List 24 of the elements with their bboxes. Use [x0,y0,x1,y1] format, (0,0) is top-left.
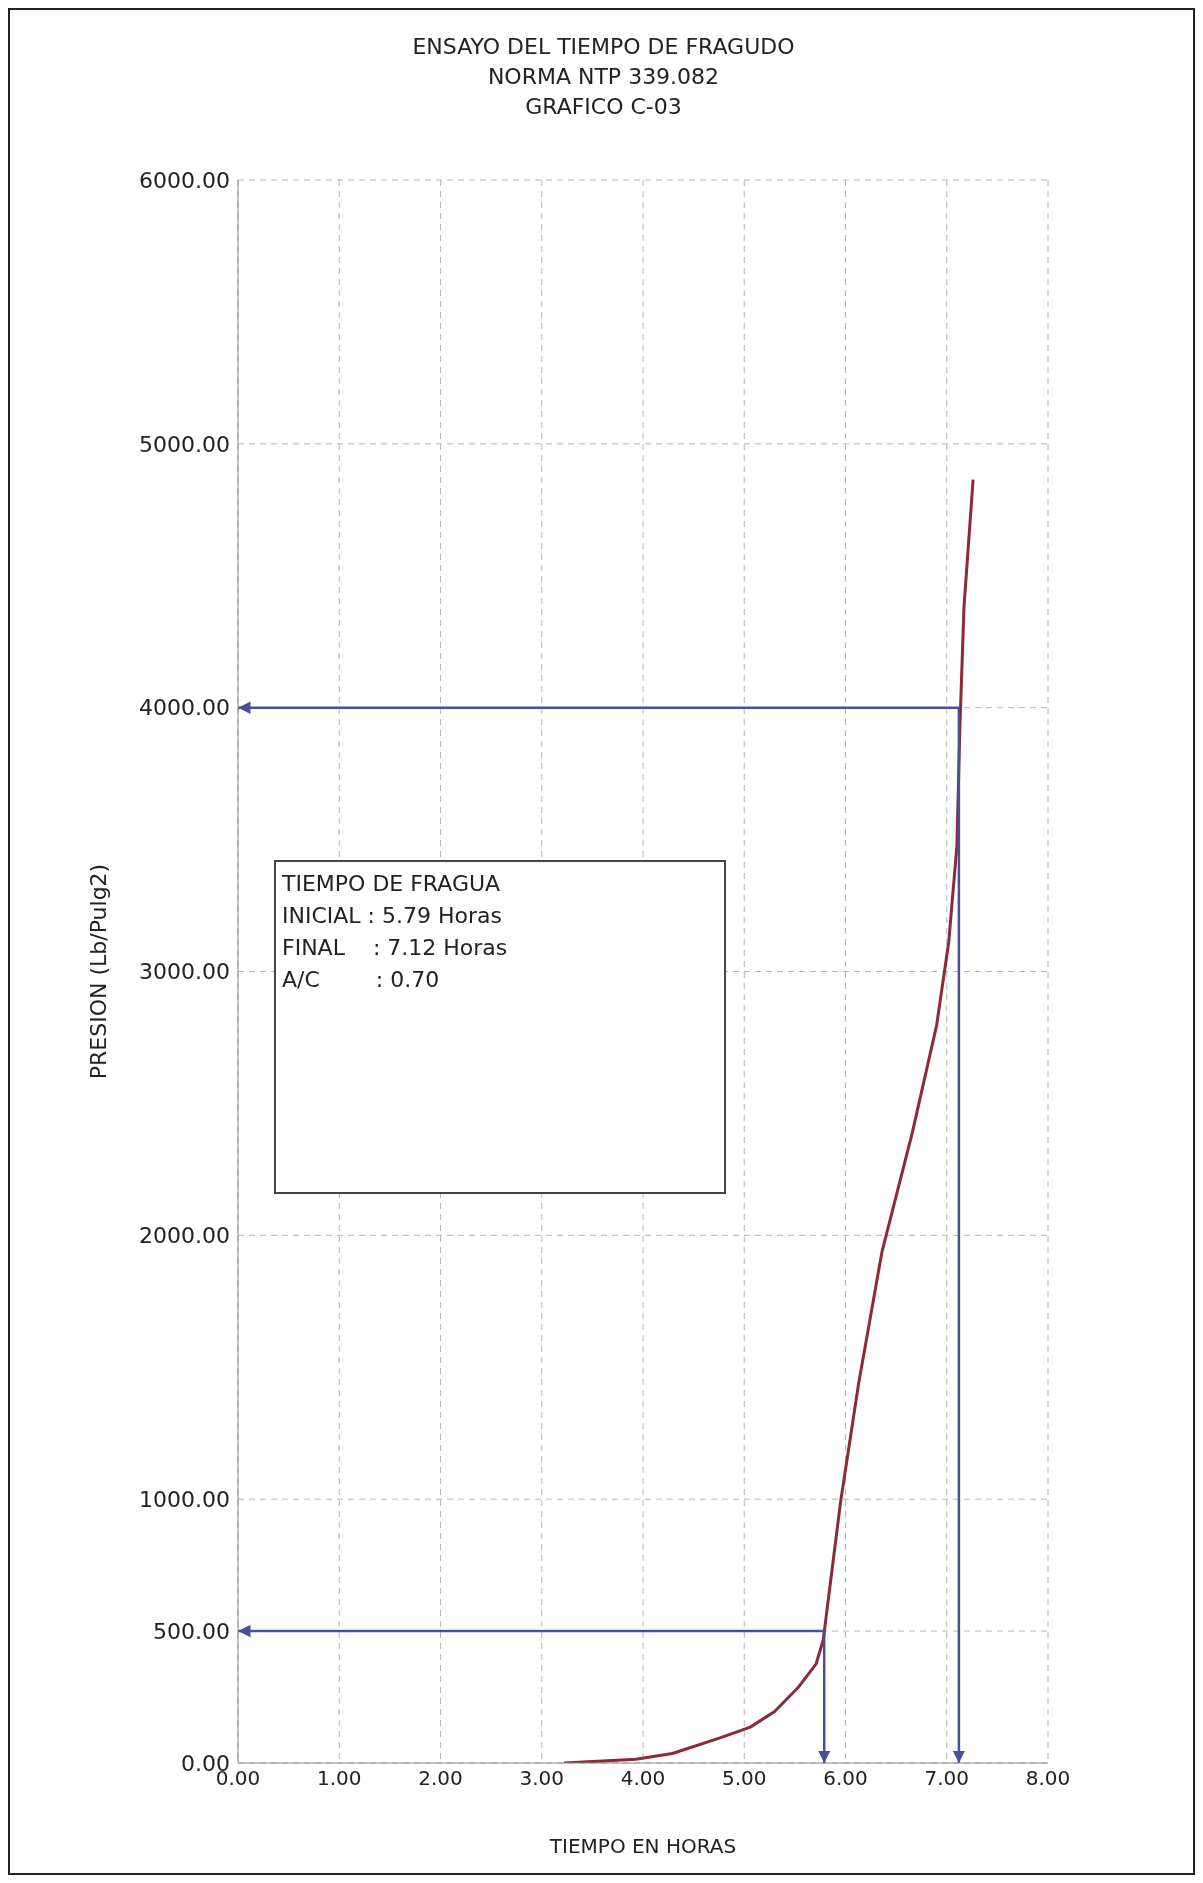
y-tick-label: 500.00 [153,1618,230,1644]
y-tick-label: 6000.00 [139,167,230,193]
annotation: A/C : 0.70 [282,966,441,994]
y-tick-label: 2000.00 [139,1223,230,1249]
annotation: INICIAL : 5.79 Horas [282,902,503,930]
x-tick-label: 4.00 [620,1766,666,1791]
line-series [562,478,975,1763]
x-tick-label: 6.00 [823,1766,868,1791]
y-tick-label: 1000.00 [139,1486,230,1512]
x-tick-label: 1.00 [316,1766,362,1791]
x-axis-title: TIEMPO EN HORAS [548,1834,737,1858]
x-tick-label: 7.00 [924,1766,970,1791]
y-tick-label: 3000.00 [139,959,230,985]
y-axis-title: PRESION (Lb/Pulg2) [85,863,111,1080]
x-tick-label: 2.00 [418,1766,463,1791]
chart-title: ENSAYO DEL TIEMPO DE FRAGUDO [411,33,796,61]
y-tick-label: 4000.00 [139,695,230,721]
annotation: TIEMPO DE FRAGUA [282,870,502,898]
x-tick-label: 8.00 [1025,1766,1071,1791]
y-tick-label: 5000.00 [139,431,230,457]
chart-subtitle: NORMA NTP 339.082 GRAFICO C-03 [486,63,721,121]
annotation: FINAL : 7.12 Horas [282,934,509,962]
x-tick-label: 3.00 [519,1766,565,1791]
x-tick-label: 5.00 [721,1766,767,1791]
